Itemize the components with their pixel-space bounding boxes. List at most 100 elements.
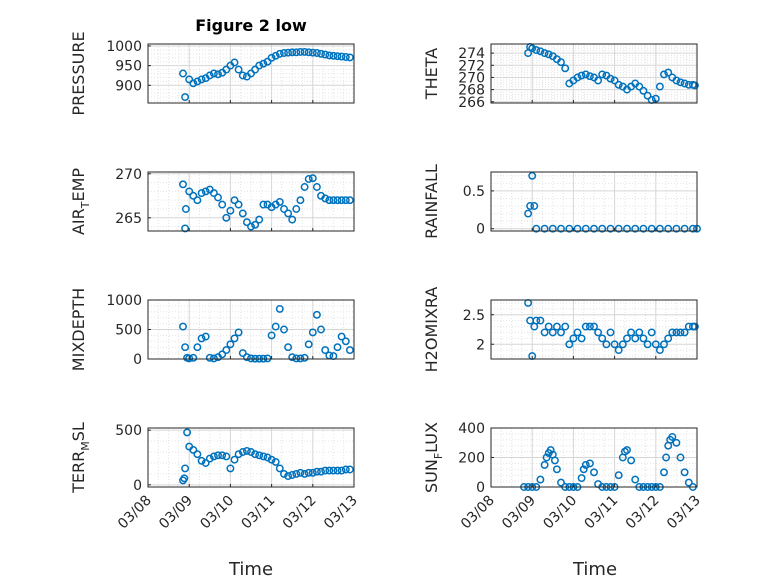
panel-air_temp: 265 270 AIRTEMP <box>69 167 355 235</box>
data-point <box>664 334 673 343</box>
data-point <box>284 209 293 218</box>
data-point <box>234 328 243 337</box>
data-point <box>193 450 202 459</box>
data-point <box>329 51 338 60</box>
data-point <box>341 196 350 205</box>
data-point <box>247 69 255 78</box>
data-point <box>226 464 235 473</box>
data-point <box>222 213 231 222</box>
data-point <box>585 322 594 331</box>
data-point <box>623 446 631 455</box>
data-point <box>594 76 603 85</box>
data-point <box>185 187 194 196</box>
data-point <box>526 202 535 210</box>
data-point <box>333 466 342 475</box>
panel-rainfall: 0 0.5 RAINFALL <box>422 164 701 239</box>
data-point <box>181 343 190 352</box>
data-point <box>680 79 689 88</box>
data-point <box>329 466 338 475</box>
data-point <box>573 328 582 337</box>
data-point <box>308 48 317 57</box>
data-point <box>205 71 214 80</box>
data-point <box>690 322 699 331</box>
data-point <box>552 465 561 474</box>
data-point <box>546 446 555 455</box>
data-point <box>238 71 247 80</box>
data-point <box>222 65 231 74</box>
data-point <box>209 452 218 461</box>
data-point <box>280 469 288 478</box>
axes-box <box>490 43 698 104</box>
data-point <box>312 310 321 319</box>
y-tick-label: 1000 <box>106 293 142 309</box>
axes-box <box>490 171 698 232</box>
data-point <box>197 189 206 198</box>
data-point <box>557 58 565 67</box>
data-point <box>532 46 541 55</box>
data-point <box>284 48 293 57</box>
data-point <box>337 196 346 205</box>
data-point <box>304 175 313 183</box>
data-point <box>179 69 187 78</box>
data-point <box>296 196 305 205</box>
data-point <box>214 193 222 202</box>
data-point <box>341 465 350 474</box>
data-point <box>222 452 231 461</box>
data-point <box>226 206 235 215</box>
data-point <box>573 73 582 82</box>
data-point <box>676 328 685 337</box>
data-point <box>627 456 636 465</box>
data-point <box>304 468 313 477</box>
data-point <box>623 224 631 233</box>
y-tick-label: 268 <box>458 83 485 99</box>
data-point <box>296 47 305 56</box>
y-tick-label: 950 <box>115 59 142 75</box>
data-point <box>267 53 276 62</box>
data-point <box>222 346 231 355</box>
data-point <box>610 76 619 85</box>
data-point <box>189 191 198 200</box>
data-point <box>230 334 239 343</box>
data-point <box>238 209 247 218</box>
panel-h2omixra: 2 2.5 H2OMIXRA <box>422 287 699 372</box>
data-point <box>180 474 189 483</box>
data-point <box>271 51 280 60</box>
data-point <box>581 224 590 233</box>
data-point <box>598 224 607 233</box>
data-point <box>317 467 325 476</box>
x-tick-label: 03/13 <box>321 493 361 533</box>
data-point <box>532 316 541 325</box>
data-point <box>524 209 533 218</box>
data-point <box>179 322 187 331</box>
y-tick-label: 500 <box>115 423 142 439</box>
data-point <box>672 328 681 337</box>
data-point <box>185 354 194 363</box>
y-tick-label: 500 <box>115 323 142 339</box>
data-point <box>676 453 685 462</box>
data-point <box>614 80 623 89</box>
x-tick-label: 03/10 <box>540 493 580 533</box>
y-tick-label: 2.5 <box>463 308 485 324</box>
data-point <box>308 174 317 183</box>
y-tick-label: 1000 <box>106 39 142 55</box>
data-point <box>292 469 301 478</box>
data-point <box>317 325 325 334</box>
data-point <box>201 187 210 196</box>
data-point <box>660 468 668 477</box>
data-point <box>304 340 313 349</box>
plot-area <box>148 428 354 487</box>
y-axis-label: SUNFLUX <box>422 422 445 493</box>
data-point <box>680 224 689 233</box>
x-tick-label: 03/12 <box>280 493 320 533</box>
data-point <box>280 49 288 57</box>
data-point <box>238 349 247 358</box>
data-point <box>631 224 640 233</box>
data-point <box>662 453 671 462</box>
data-point <box>189 79 198 88</box>
data-point <box>557 478 565 487</box>
data-point <box>639 334 648 343</box>
axes-box <box>147 43 355 104</box>
data-point <box>325 466 334 475</box>
data-point <box>321 346 330 355</box>
data-point <box>230 455 239 464</box>
